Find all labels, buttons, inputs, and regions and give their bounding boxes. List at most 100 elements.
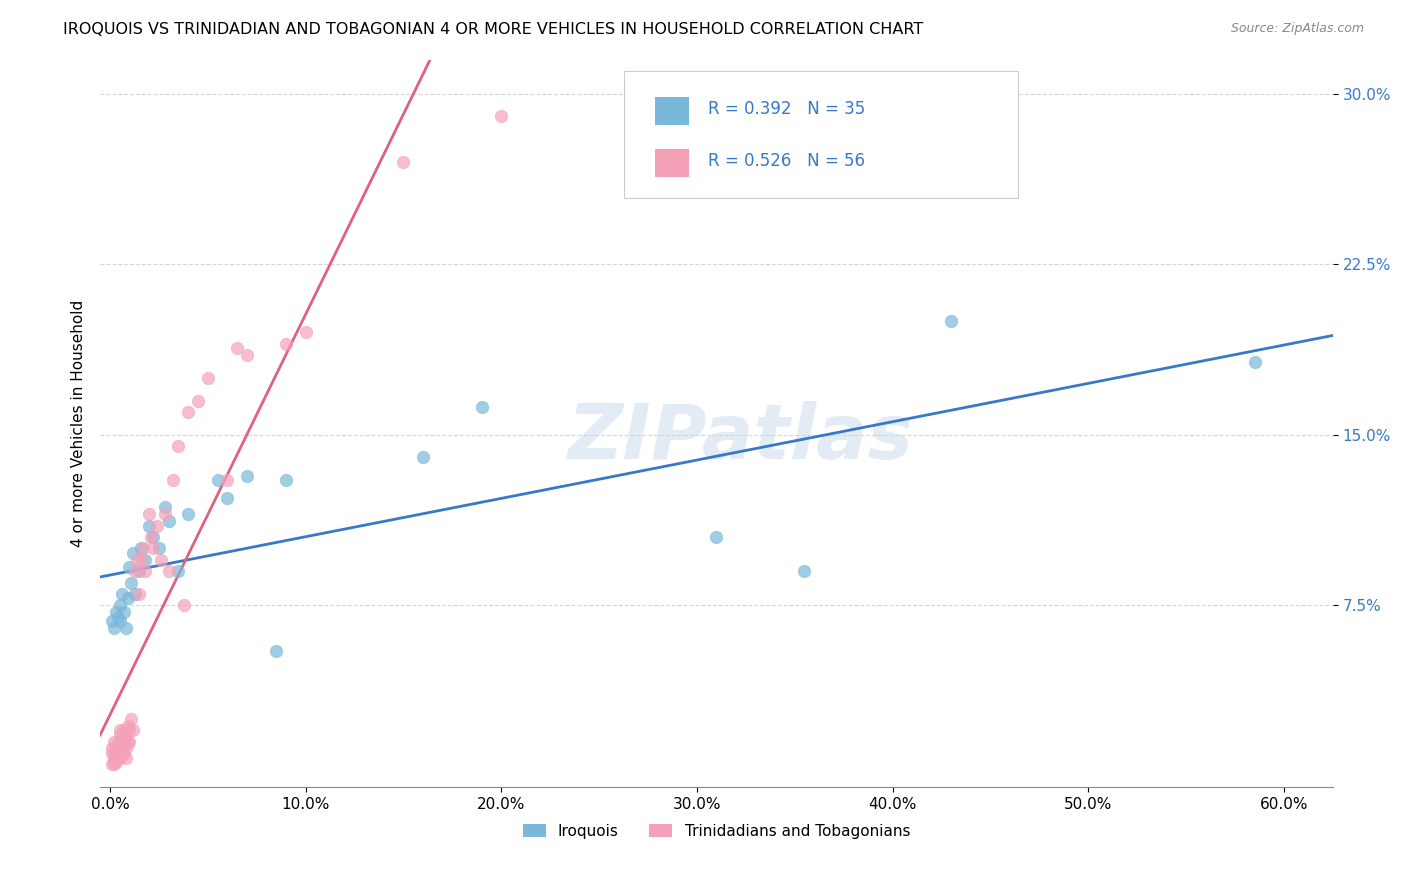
Point bbox=[111, 587, 134, 601]
Point bbox=[112, 734, 135, 748]
Point bbox=[793, 564, 815, 578]
Text: Source: ZipAtlas.com: Source: ZipAtlas.com bbox=[1230, 22, 1364, 36]
Point bbox=[264, 644, 287, 658]
Point bbox=[412, 450, 434, 465]
Point bbox=[112, 605, 135, 619]
Point bbox=[103, 621, 125, 635]
Point bbox=[104, 746, 127, 760]
Point bbox=[142, 541, 165, 556]
Point bbox=[117, 734, 139, 748]
Y-axis label: 4 or more Vehicles in Household: 4 or more Vehicles in Household bbox=[72, 300, 86, 547]
Legend: Iroquois, Trinidadians and Tobagonians: Iroquois, Trinidadians and Tobagonians bbox=[517, 818, 917, 845]
Text: R = 0.526   N = 56: R = 0.526 N = 56 bbox=[707, 152, 865, 169]
Point bbox=[142, 530, 165, 544]
Point bbox=[392, 155, 415, 169]
Point bbox=[101, 746, 124, 760]
Point bbox=[127, 553, 149, 567]
Point bbox=[129, 541, 152, 556]
Point bbox=[167, 564, 190, 578]
Point bbox=[197, 371, 219, 385]
Point bbox=[489, 110, 512, 124]
Text: IROQUOIS VS TRINIDADIAN AND TOBAGONIAN 4 OR MORE VEHICLES IN HOUSEHOLD CORRELATI: IROQUOIS VS TRINIDADIAN AND TOBAGONIAN 4… bbox=[63, 22, 924, 37]
Point bbox=[107, 734, 129, 748]
Point bbox=[274, 473, 297, 487]
Point bbox=[138, 518, 160, 533]
Text: ZIPatlas: ZIPatlas bbox=[568, 401, 914, 475]
Point bbox=[101, 757, 124, 772]
Bar bbox=[655, 96, 689, 125]
Point bbox=[108, 614, 131, 628]
Point bbox=[108, 741, 131, 756]
Point bbox=[207, 473, 229, 487]
Point bbox=[117, 719, 139, 733]
Bar bbox=[655, 149, 689, 178]
Point bbox=[114, 621, 136, 635]
Point bbox=[107, 750, 129, 764]
Point bbox=[108, 728, 131, 742]
Point bbox=[217, 473, 239, 487]
Point bbox=[104, 605, 127, 619]
Point bbox=[294, 326, 316, 340]
Point bbox=[117, 591, 139, 606]
Point bbox=[148, 541, 170, 556]
Point bbox=[118, 559, 141, 574]
Point bbox=[471, 401, 494, 415]
Point bbox=[128, 564, 150, 578]
Point bbox=[138, 508, 160, 522]
Point bbox=[112, 746, 135, 760]
Point bbox=[104, 755, 127, 769]
Point bbox=[114, 728, 136, 742]
Point bbox=[107, 746, 129, 760]
Point bbox=[149, 553, 172, 567]
Point bbox=[941, 314, 963, 328]
Point bbox=[120, 712, 142, 726]
Point bbox=[162, 473, 184, 487]
Point bbox=[134, 553, 156, 567]
Point bbox=[107, 609, 129, 624]
Point bbox=[134, 564, 156, 578]
Point bbox=[124, 564, 146, 578]
Point bbox=[177, 508, 200, 522]
Point bbox=[236, 348, 259, 362]
Point bbox=[173, 599, 195, 613]
Point bbox=[108, 723, 131, 738]
Point bbox=[132, 541, 155, 556]
Point bbox=[111, 734, 134, 748]
Point bbox=[177, 405, 200, 419]
Point bbox=[118, 723, 141, 738]
Point bbox=[157, 564, 180, 578]
Point bbox=[108, 750, 131, 764]
Point bbox=[274, 336, 297, 351]
Text: R = 0.392   N = 35: R = 0.392 N = 35 bbox=[707, 100, 865, 118]
FancyBboxPatch shape bbox=[624, 70, 1018, 198]
Point bbox=[187, 393, 209, 408]
Point bbox=[217, 491, 239, 506]
Point bbox=[226, 342, 249, 356]
Point bbox=[153, 500, 176, 515]
Point bbox=[128, 587, 150, 601]
Point bbox=[103, 734, 125, 748]
Point bbox=[124, 587, 146, 601]
Point bbox=[139, 530, 162, 544]
Point bbox=[101, 614, 124, 628]
Point bbox=[114, 750, 136, 764]
Point bbox=[122, 546, 145, 560]
Point bbox=[112, 723, 135, 738]
Point bbox=[108, 599, 131, 613]
Point bbox=[122, 723, 145, 738]
Point bbox=[104, 741, 127, 756]
Point bbox=[120, 575, 142, 590]
Point bbox=[101, 741, 124, 756]
Point bbox=[111, 746, 134, 760]
Point bbox=[118, 734, 141, 748]
Point bbox=[157, 514, 180, 528]
Point bbox=[167, 439, 190, 453]
Point bbox=[103, 757, 125, 772]
Point bbox=[114, 741, 136, 756]
Point bbox=[706, 530, 728, 544]
Point bbox=[103, 750, 125, 764]
Point bbox=[153, 508, 176, 522]
Point bbox=[1243, 355, 1265, 369]
Point bbox=[146, 518, 169, 533]
Point bbox=[236, 468, 259, 483]
